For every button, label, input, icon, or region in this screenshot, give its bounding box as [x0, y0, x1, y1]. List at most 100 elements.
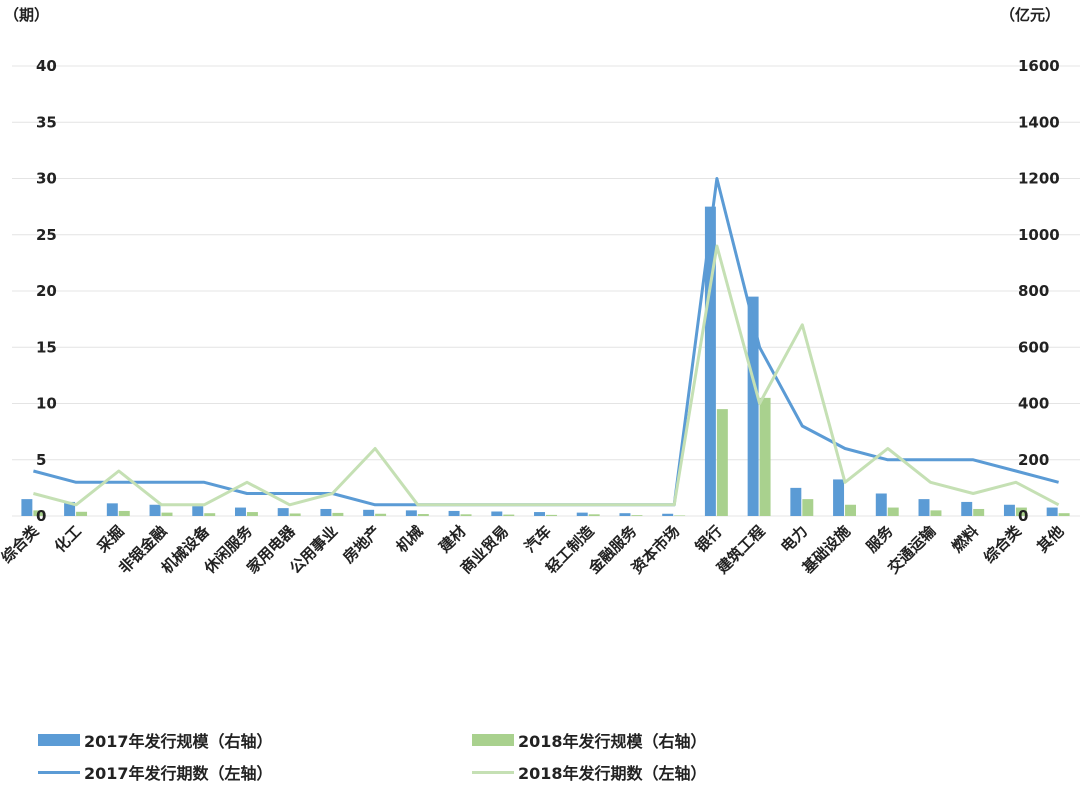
category-label: 其他: [1033, 522, 1067, 556]
bar-2017: [747, 296, 759, 516]
bar-2018: [246, 512, 258, 516]
bar-2017: [149, 504, 161, 516]
bar-2018: [930, 510, 942, 516]
bar-2017: [534, 512, 545, 516]
right-tick-label: 1400: [1018, 113, 1060, 131]
bar-2017: [790, 487, 802, 516]
left-tick-label: 10: [36, 395, 57, 413]
right-axis-unit: （亿元）: [1000, 6, 1060, 24]
category-label: 建筑工程: [713, 522, 768, 577]
legend-label: 2018年发行规模（右轴）: [518, 732, 707, 751]
bar-2017: [918, 499, 930, 516]
right-tick-label: 200: [1018, 451, 1049, 469]
category-label: 化工: [51, 522, 85, 556]
bar-2018: [631, 515, 643, 516]
bar-2018: [887, 507, 899, 516]
legend-item-2017-volume: 2017年发行规模（右轴）: [38, 728, 273, 752]
bar-2018: [546, 514, 557, 516]
bar-2017: [662, 513, 674, 516]
legend-swatch: [38, 770, 80, 774]
category-label: 房地产: [339, 522, 384, 567]
bar-2018: [417, 514, 429, 516]
left-tick-label: 30: [36, 170, 57, 188]
bar-2018: [204, 513, 216, 516]
right-tick-label: 1000: [1018, 226, 1060, 244]
category-label: 商业贸易: [457, 522, 512, 577]
bar-2017: [106, 503, 118, 516]
bar-2017: [21, 499, 33, 516]
bar-2017: [704, 206, 716, 516]
right-axis-ticks: 0 200 400 600 800 1000 1200 1400 1600: [1018, 57, 1060, 525]
bar-2017: [961, 501, 973, 516]
left-tick-label: 25: [36, 226, 57, 244]
left-tick-label: 40: [36, 57, 57, 75]
bar-2018: [845, 504, 857, 516]
bar-2017: [192, 506, 204, 516]
bar-2017: [234, 507, 246, 516]
legend-swatch: [472, 770, 514, 774]
bar-2017: [619, 513, 631, 516]
bar-2018: [759, 397, 771, 516]
left-tick-label: 0: [36, 507, 46, 525]
left-axis-ticks: 0 5 10 15 20 25 30 35 40: [36, 57, 57, 525]
category-label: 交通运输: [884, 521, 940, 577]
category-label: 服务: [863, 521, 898, 556]
bar-2018: [503, 514, 515, 516]
bar-2018: [118, 510, 130, 516]
bar-2018: [716, 409, 728, 516]
legend-item-2018-volume: 2018年发行规模（右轴）: [472, 728, 707, 752]
category-label: 电力: [777, 522, 811, 556]
legend-swatch: [472, 734, 514, 746]
left-axis-unit: （期）: [4, 6, 49, 24]
category-label: 燃料: [948, 522, 982, 556]
bar-2017: [363, 509, 375, 516]
bar-2017: [1003, 504, 1015, 516]
line-2017-count: [33, 177, 1059, 507]
left-tick-label: 35: [36, 113, 57, 131]
right-tick-label: 1200: [1018, 170, 1060, 188]
bar-2017: [875, 493, 887, 516]
bar-2018: [674, 515, 686, 516]
bar-2017: [448, 510, 460, 516]
right-tick-label: 400: [1018, 395, 1049, 413]
right-tick-label: 0: [1018, 507, 1028, 525]
bar-2018: [460, 514, 472, 516]
bar-2018: [973, 508, 985, 516]
right-tick-label: 800: [1018, 282, 1049, 300]
category-label: 综合类: [980, 521, 1025, 566]
gridlines: [12, 65, 1080, 517]
category-label: 资本市场: [628, 522, 683, 577]
right-tick-label: 600: [1018, 338, 1049, 356]
bar-2018: [332, 512, 344, 516]
legend-label: 2017年发行规模（右轴）: [84, 732, 273, 751]
line-2018-count: [33, 244, 1060, 507]
legend-item-2017-count: 2017年发行期数（左轴）: [38, 760, 273, 784]
bar-2018: [289, 513, 301, 516]
line-series: [33, 177, 1060, 507]
category-label: 综合类: [0, 521, 43, 566]
legend-label: 2018年发行期数（左轴）: [518, 764, 707, 783]
bar-2018: [588, 514, 600, 516]
category-label: 建材: [435, 522, 469, 556]
bar-2018: [802, 499, 814, 516]
right-tick-label: 1600: [1018, 57, 1060, 75]
legend-label: 2017年发行期数（左轴）: [84, 764, 273, 783]
category-label: 汽车: [521, 522, 555, 556]
bar-2017: [1046, 507, 1058, 516]
bar-2017: [277, 508, 289, 516]
left-tick-label: 20: [36, 282, 57, 300]
category-label: 采掘: [93, 522, 128, 557]
bar-2017: [64, 501, 76, 516]
bar-series: [21, 206, 1070, 516]
legend: 2017年发行规模（右轴） 2018年发行规模（右轴） 2017年发行期数（左轴…: [0, 722, 1088, 784]
bar-2017: [576, 512, 588, 516]
bar-2017: [833, 479, 845, 516]
category-label: 银行: [692, 522, 726, 556]
bar-2018: [1015, 507, 1027, 516]
bar-2018: [375, 513, 387, 516]
legend-swatch: [38, 734, 80, 746]
bar-2017: [491, 511, 503, 516]
bar-2017: [405, 510, 417, 516]
